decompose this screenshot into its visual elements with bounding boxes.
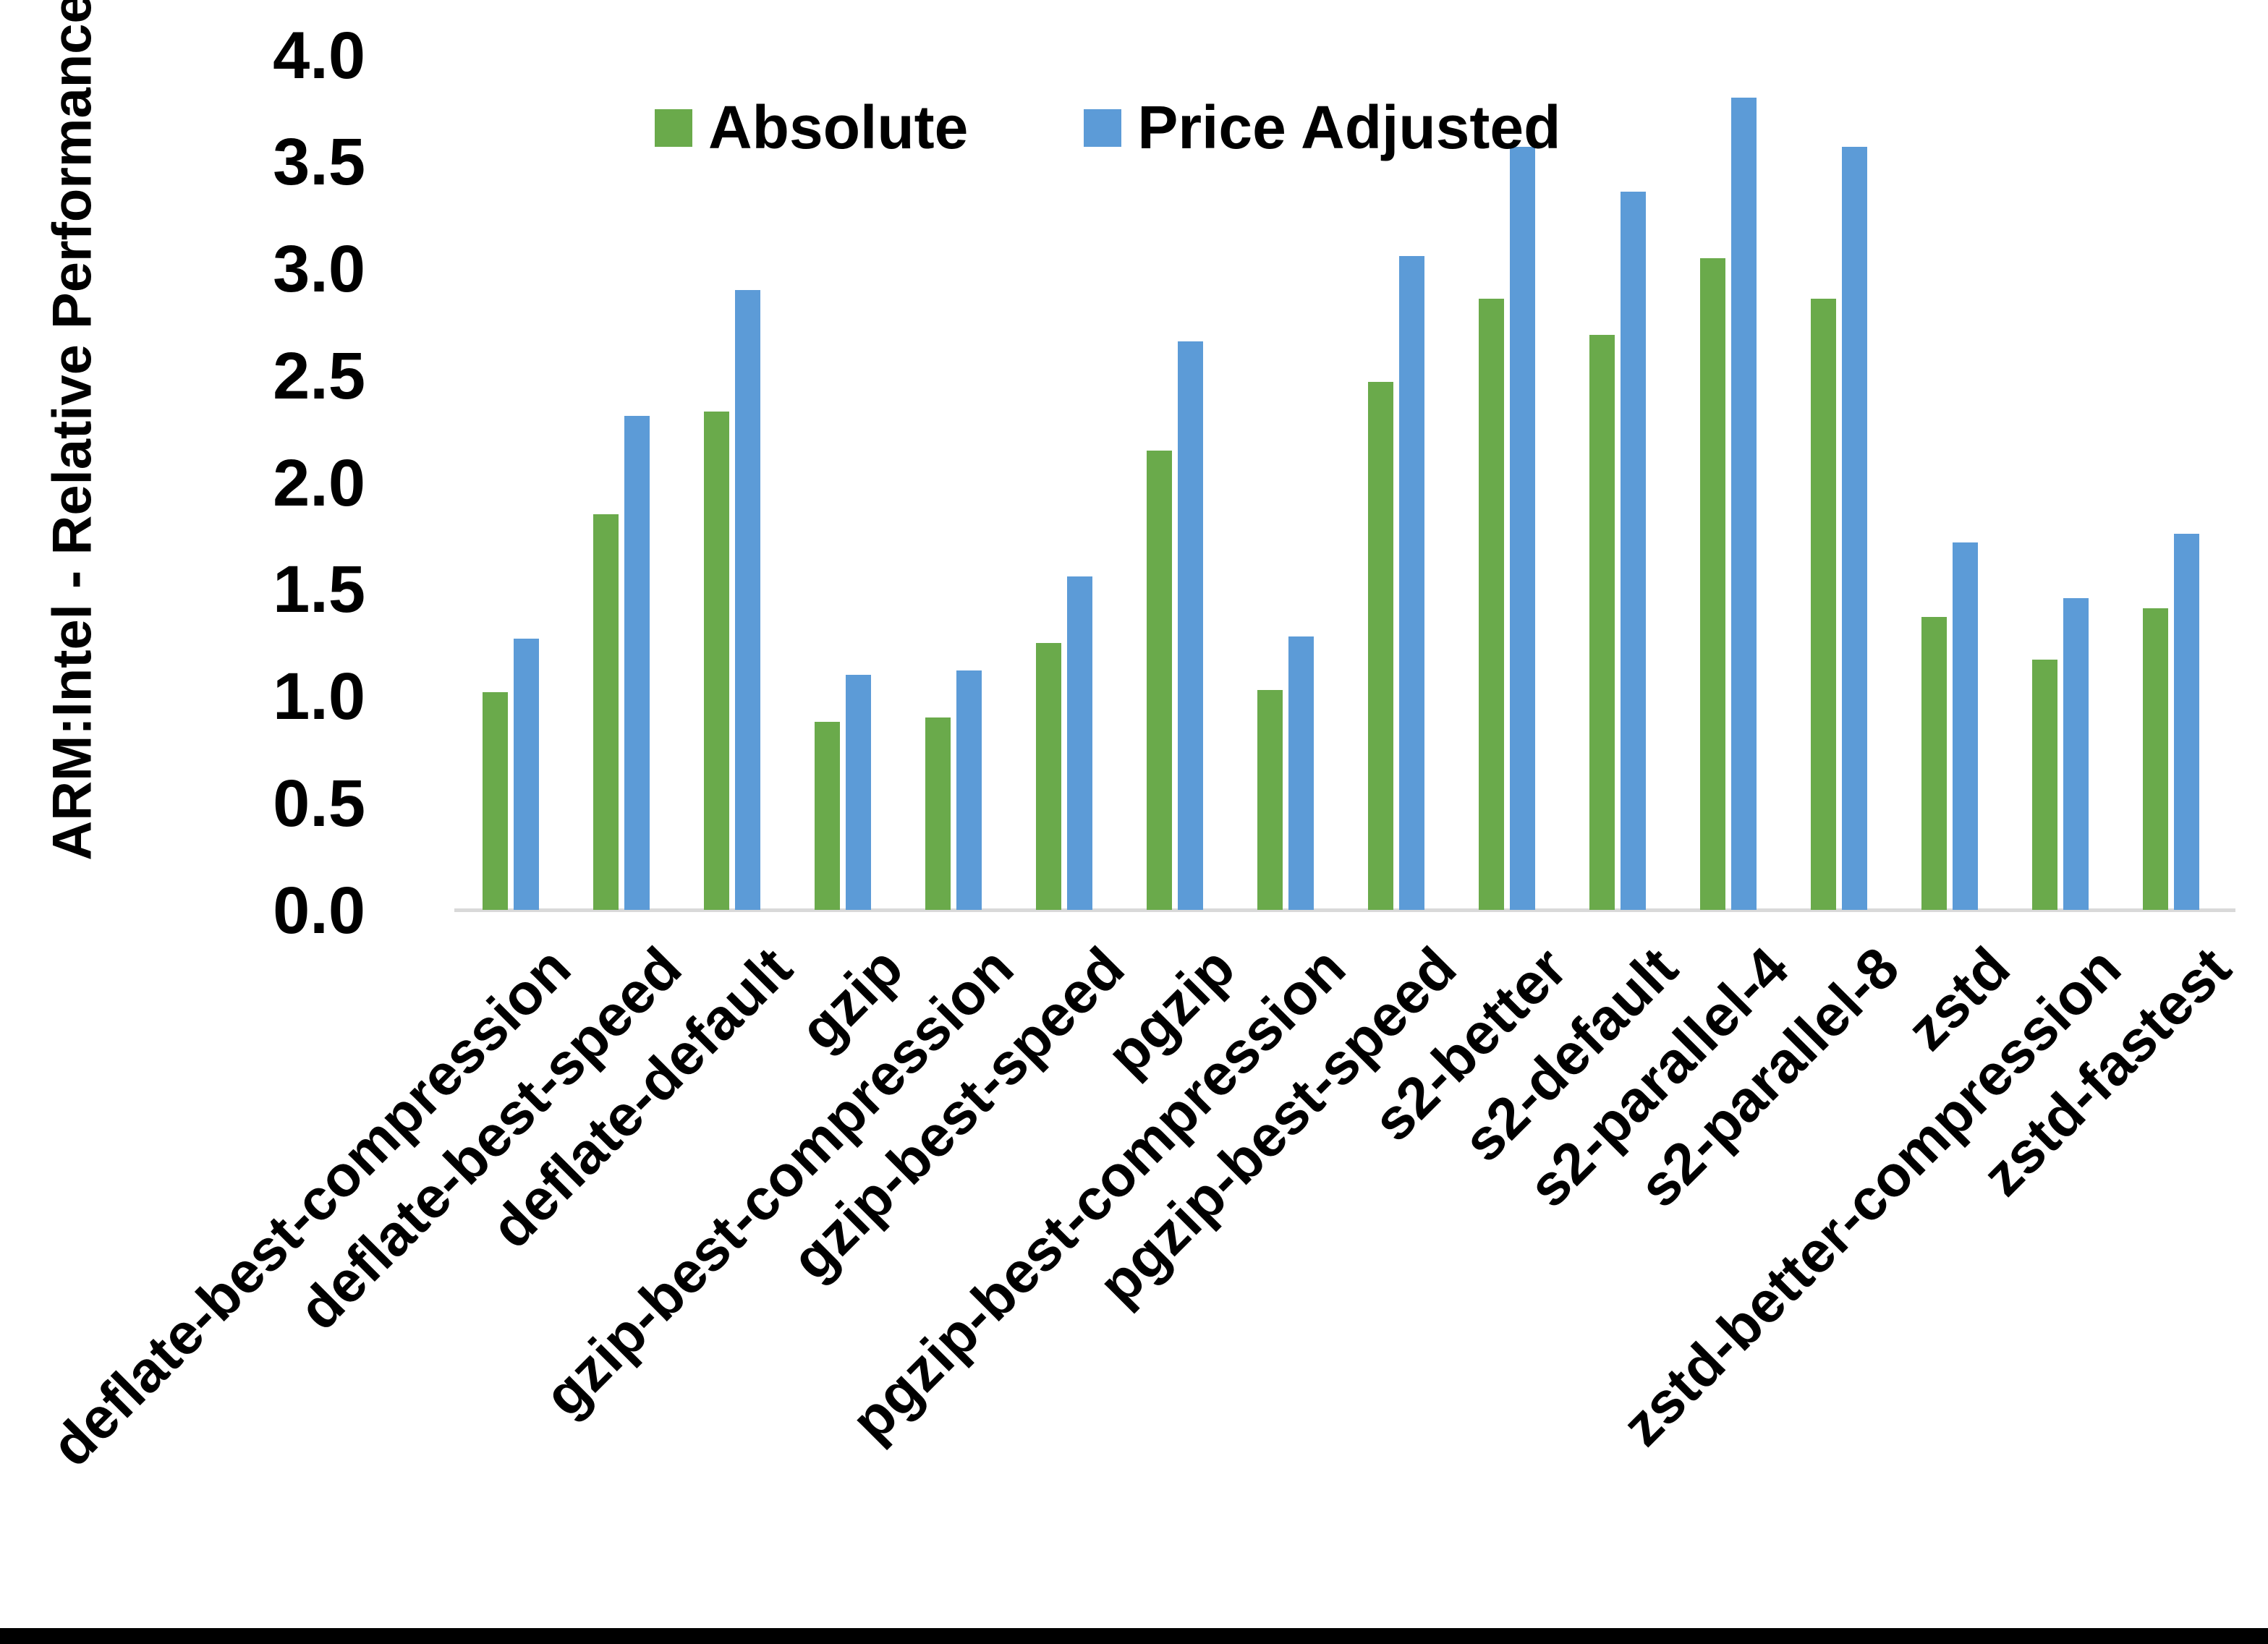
absolute-bar-deflate-default [704,412,729,910]
y-tick-label: 2.0 [273,446,365,520]
price-adjusted-bar-deflate-best-compression [514,639,539,910]
absolute-bar-pgzip [1147,451,1172,910]
y-tick-label: 0.5 [273,766,365,840]
price-adjusted-bar-pgzip [1178,341,1203,910]
absolute-bar-s2-default [1589,335,1615,910]
absolute-bar-pgzip-best-speed [1368,382,1393,910]
y-tick-label: 4.0 [273,18,365,93]
bottom-border-bar [0,1628,2268,1644]
legend: Absolute Price Adjusted [655,93,1560,163]
y-tick-label: 1.0 [273,660,365,733]
absolute-bar-deflate-best-compression [483,692,508,910]
x-axis-line [454,908,2235,912]
absolute-bar-zstd [1921,617,1947,910]
price-adjusted-bar-pgzip-best-speed [1399,256,1424,910]
absolute-bar-s2-better [1479,299,1504,910]
legend-item-price-adjusted: Price Adjusted [1084,93,1560,163]
y-tick-label: 2.5 [273,338,365,413]
absolute-bar-gzip-best-speed [1036,643,1061,910]
legend-item-absolute: Absolute [655,93,1084,163]
absolute-bar-deflate-best-speed [593,514,619,910]
price-adjusted-bar-zstd-fastest [2174,534,2199,910]
price-adjusted-legend-swatch-icon [1084,108,1122,147]
absolute-bar-zstd-fastest [2143,608,2168,910]
price-adjusted-bar-zstd-better-compression [2063,598,2089,910]
absolute-legend-swatch-icon [655,108,692,147]
absolute-bar-gzip-best-compression [925,717,951,910]
price-adjusted-bar-gzip [846,675,871,910]
y-tick-label: 0.0 [273,873,365,947]
price-adjusted-bar-gzip-best-speed [1067,576,1092,910]
absolute-bar-gzip [815,722,840,910]
absolute-bar-zstd-better-compression [2032,660,2057,910]
y-tick-label: 3.0 [273,232,365,306]
y-tick-label: 1.5 [273,553,365,627]
legend-label: Price Adjusted [1137,93,1561,161]
absolute-bar-s2-parallel-8 [1811,299,1836,910]
absolute-bar-s2-parallel-4 [1700,258,1725,910]
price-adjusted-bar-gzip-best-compression [956,670,982,910]
price-adjusted-bar-s2-parallel-4 [1731,98,1757,910]
y-tick-label: 3.5 [273,125,365,200]
price-adjusted-bar-s2-default [1621,192,1646,910]
price-adjusted-bar-pgzip-best-compression [1288,636,1314,910]
price-adjusted-bar-s2-better [1510,147,1535,910]
price-adjusted-bar-deflate-best-speed [624,416,650,910]
price-adjusted-bar-deflate-default [735,290,760,910]
price-adjusted-bar-zstd [1953,542,1978,910]
price-adjusted-bar-s2-parallel-8 [1842,147,1867,910]
y-axis-title: ARM:Intel - Relative Performance [41,0,103,861]
absolute-bar-pgzip-best-compression [1257,690,1283,910]
legend-label: Absolute [708,93,969,161]
